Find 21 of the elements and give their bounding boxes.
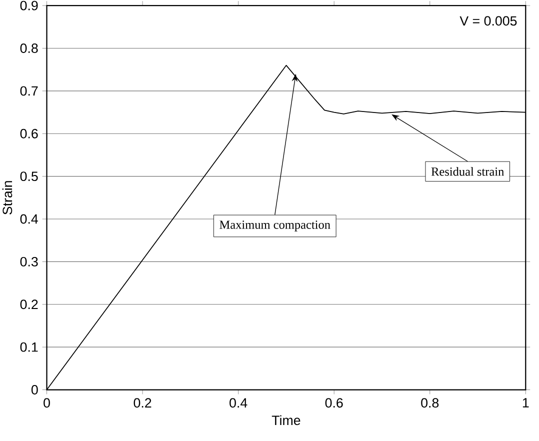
annotation: Maximum compaction (220, 220, 330, 232)
y-axis-title: Strain (2, 181, 12, 215)
y-tick-label: 0.1 (20, 342, 38, 352)
annotation: Residual strain (431, 167, 504, 176)
y-tick-label: 0.9 (20, 0, 38, 10)
y-tick-label: 0.2 (20, 300, 38, 310)
y-tick-label: 0 (31, 385, 38, 394)
x-tick-label: 0 (44, 398, 50, 408)
x-tick-label: 0.6 (325, 398, 343, 408)
x-axis-title: Time (272, 415, 300, 426)
annotation: V = 0.005 (460, 16, 517, 26)
y-tick-label: 0.8 (20, 44, 38, 53)
x-tick-label: 0.4 (230, 398, 248, 408)
y-tick-label: 0.3 (20, 256, 38, 266)
y-tick-label: 0.5 (20, 172, 38, 182)
y-tick-label: 0.7 (20, 86, 38, 96)
y-tick-label: 0.6 (20, 128, 38, 138)
x-tick-label: 1 (522, 398, 529, 408)
y-tick-label: 0.4 (20, 214, 38, 224)
x-tick-label: 0.8 (421, 398, 439, 408)
x-tick-label: 0.2 (134, 398, 152, 408)
